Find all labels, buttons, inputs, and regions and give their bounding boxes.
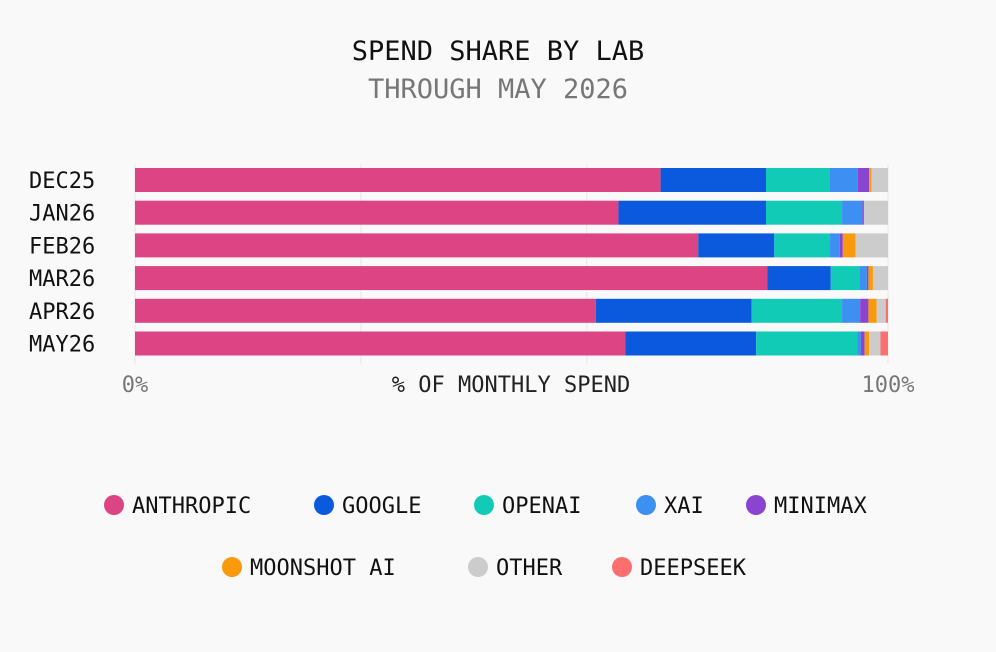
legend-label-anthropic: ANTHROPIC [132, 494, 251, 519]
bar-xai-apr26 [842, 298, 861, 323]
bar-xai-jan26 [842, 200, 863, 225]
bar-xai-may26 [857, 331, 861, 356]
bar-minimax-may26 [860, 331, 865, 356]
legend-label-deepseek: DEEPSEEK [640, 556, 747, 581]
bar-minimax-feb26 [839, 233, 843, 258]
bar-xai-dec25 [829, 168, 858, 192]
bar-google-apr26 [595, 298, 752, 323]
legend-swatch-minimax [746, 495, 766, 515]
legend-label-xai: XAI [664, 494, 704, 519]
chart-title: SPEND SHARE BY LAB [352, 36, 645, 67]
legend-swatch-moonshot-ai [222, 557, 242, 577]
legend-label-moonshot-ai: MOONSHOT AI [250, 556, 396, 581]
legend-swatch-other [468, 557, 488, 577]
category-label: APR26 [29, 300, 95, 325]
bar-minimax-mar26 [866, 266, 869, 291]
category-label: MAY26 [29, 333, 95, 358]
bar-minimax-dec25 [857, 168, 870, 192]
category-label: MAR26 [29, 267, 95, 292]
legend-swatch-anthropic [104, 495, 124, 515]
bar-openai-jan26 [766, 200, 843, 225]
bar-anthropic-apr26 [135, 298, 596, 323]
legend-label-minimax: MINIMAX [774, 494, 867, 519]
bars [135, 168, 888, 356]
bar-other-jan26 [863, 200, 888, 225]
bar-other-dec25 [871, 168, 888, 192]
bar-openai-feb26 [774, 233, 831, 258]
bar-deepseek-may26 [880, 331, 888, 356]
legend-label-openai: OPENAI [502, 494, 581, 519]
bar-other-mar26 [872, 266, 888, 291]
bar-openai-mar26 [830, 266, 860, 291]
bar-anthropic-may26 [135, 331, 626, 356]
bar-anthropic-feb26 [135, 233, 699, 258]
legend-swatch-xai [636, 495, 656, 515]
bar-other-feb26 [855, 233, 888, 258]
bar-minimax-jan26 [862, 200, 864, 225]
gridlines [134, 164, 889, 365]
x-tick-label-0: 0% [122, 373, 149, 398]
bar-google-mar26 [767, 266, 831, 291]
bar-google-feb26 [698, 233, 775, 258]
legend-swatch-openai [474, 495, 494, 515]
bar-xai-feb26 [830, 233, 840, 258]
bar-xai-mar26 [859, 266, 867, 291]
bar-anthropic-mar26 [135, 266, 768, 291]
legend-swatch-google [314, 495, 334, 515]
bar-anthropic-dec25 [135, 168, 661, 192]
category-label: FEB26 [29, 234, 95, 259]
bar-deepseek-apr26 [885, 298, 888, 323]
x-axis-label: % OF MONTHLY SPEND [392, 373, 630, 398]
chart-subtitle: THROUGH MAY 2026 [368, 74, 628, 105]
bar-moonshot-ai-may26 [864, 331, 870, 356]
bar-moonshot-ai-apr26 [868, 298, 877, 323]
legend-swatch-deepseek [612, 557, 632, 577]
bar-moonshot-ai-feb26 [842, 233, 856, 258]
bar-moonshot-ai-mar26 [868, 266, 873, 291]
bar-anthropic-jan26 [135, 200, 619, 225]
legend-label-other: OTHER [496, 556, 563, 581]
bar-openai-may26 [756, 331, 858, 356]
legend-label-google: GOOGLE [342, 494, 421, 519]
legend: ANTHROPIC GOOGLE OPENAI XAI MINIMAX MOONSHOT … [104, 494, 867, 581]
bar-google-jan26 [618, 200, 767, 225]
bar-other-apr26 [876, 298, 886, 323]
bar-other-may26 [869, 331, 881, 356]
category-label: JAN26 [29, 202, 95, 227]
bar-google-may26 [625, 331, 757, 356]
category-label: DEC25 [29, 169, 95, 194]
category-labels: DEC25 JAN26 FEB26 MAR26 APR26 MAY26 [29, 169, 95, 358]
x-tick-label-100: 100% [862, 373, 915, 398]
bar-openai-apr26 [751, 298, 843, 323]
bar-google-dec25 [660, 168, 767, 192]
bar-moonshot-ai-dec25 [869, 168, 872, 192]
bar-minimax-apr26 [860, 298, 869, 323]
bar-openai-dec25 [766, 168, 830, 192]
